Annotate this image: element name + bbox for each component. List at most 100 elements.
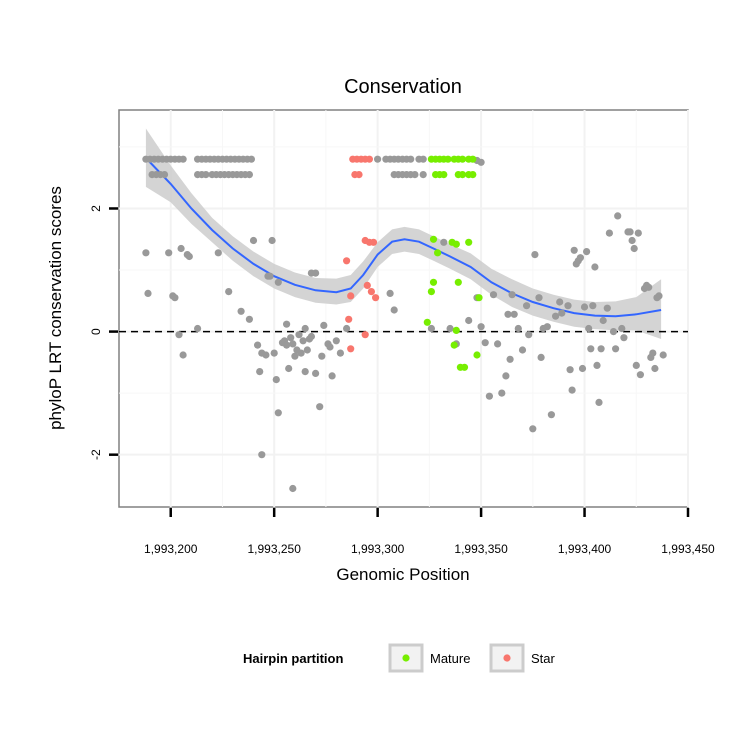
point-other bbox=[343, 324, 351, 333]
point-other bbox=[179, 155, 187, 163]
point-other bbox=[427, 324, 435, 333]
point-other bbox=[477, 158, 485, 166]
point-other bbox=[498, 389, 506, 397]
point-other bbox=[525, 331, 533, 339]
point-other bbox=[591, 263, 599, 271]
point-mature bbox=[452, 326, 460, 334]
point-other bbox=[576, 254, 585, 262]
point-other bbox=[535, 294, 543, 302]
chart-title: Conservation bbox=[344, 76, 462, 98]
point-star bbox=[363, 281, 371, 289]
confidence-ribbon-layer bbox=[145, 128, 662, 339]
point-other bbox=[272, 376, 280, 384]
point-other bbox=[529, 425, 537, 433]
point-other bbox=[508, 291, 516, 299]
point-mature bbox=[434, 249, 442, 257]
point-other bbox=[477, 323, 485, 331]
point-other bbox=[390, 306, 398, 314]
point-other bbox=[312, 269, 320, 277]
x-tick-label: 1,993,450 bbox=[661, 542, 715, 556]
point-star bbox=[365, 155, 373, 163]
point-mature bbox=[440, 171, 448, 179]
point-other bbox=[502, 372, 510, 380]
point-other bbox=[160, 171, 169, 179]
point-other bbox=[595, 398, 603, 406]
point-other bbox=[289, 484, 297, 493]
point-other bbox=[605, 229, 614, 237]
x-tick-label: 1,993,250 bbox=[247, 542, 301, 556]
point-other bbox=[411, 171, 419, 179]
point-other bbox=[144, 289, 152, 297]
point-other bbox=[419, 171, 427, 179]
y-axis: -2 0 2 bbox=[89, 205, 118, 460]
point-other bbox=[612, 345, 620, 353]
point-other bbox=[626, 228, 634, 236]
point-mature bbox=[473, 351, 481, 359]
point-other bbox=[543, 323, 551, 331]
point-other bbox=[485, 392, 493, 400]
point-mature bbox=[452, 240, 460, 248]
point-mature bbox=[469, 171, 477, 179]
point-mature bbox=[458, 155, 467, 163]
point-other bbox=[332, 337, 340, 345]
point-other bbox=[185, 252, 193, 261]
point-other bbox=[587, 345, 595, 353]
point-other bbox=[580, 303, 589, 311]
point-other bbox=[537, 353, 545, 361]
x-tick-label: 1,993,200 bbox=[144, 542, 198, 556]
point-mature bbox=[444, 155, 452, 163]
y-axis-title: phyloP LRT conservation scores bbox=[46, 186, 65, 430]
point-other bbox=[303, 346, 311, 354]
y-tick-label: -2 bbox=[89, 449, 103, 460]
point-other bbox=[179, 351, 187, 359]
point-other bbox=[649, 349, 657, 357]
point-other bbox=[245, 315, 253, 323]
point-other bbox=[564, 302, 572, 310]
point-star bbox=[343, 257, 351, 265]
point-other bbox=[489, 291, 498, 299]
point-other bbox=[320, 321, 328, 329]
point-other bbox=[256, 368, 264, 376]
legend-title: Hairpin partition bbox=[243, 651, 343, 666]
point-other bbox=[285, 364, 293, 373]
point-other bbox=[214, 249, 222, 257]
point-other bbox=[531, 251, 539, 259]
point-other bbox=[299, 337, 307, 345]
point-other bbox=[599, 316, 607, 325]
point-other bbox=[289, 340, 297, 348]
point-other bbox=[578, 364, 587, 373]
point-other bbox=[609, 328, 618, 336]
legend: Hairpin partition Mature Star bbox=[243, 643, 556, 673]
x-axis: 1,993,200 1,993,250 1,993,300 1,993,350 1,99… bbox=[144, 508, 715, 556]
point-star bbox=[345, 315, 353, 323]
point-other bbox=[636, 371, 645, 379]
point-other bbox=[589, 302, 597, 310]
point-mature bbox=[460, 363, 469, 371]
point-other bbox=[566, 366, 574, 374]
scatter-points bbox=[142, 155, 667, 493]
point-mature bbox=[475, 294, 483, 302]
point-other bbox=[287, 334, 295, 342]
point-other bbox=[552, 312, 560, 320]
point-mature bbox=[465, 238, 473, 246]
point-other bbox=[249, 236, 258, 245]
point-other bbox=[597, 345, 605, 353]
point-other bbox=[518, 346, 527, 354]
point-other bbox=[446, 324, 454, 333]
point-star bbox=[355, 171, 363, 179]
point-other bbox=[247, 155, 255, 163]
point-other bbox=[283, 341, 291, 349]
legend-swatch-star bbox=[503, 654, 511, 662]
legend-label-star: Star bbox=[531, 651, 556, 666]
point-other bbox=[645, 283, 653, 291]
point-other bbox=[270, 349, 278, 357]
point-other bbox=[336, 349, 344, 357]
point-other bbox=[659, 351, 667, 359]
point-other bbox=[171, 294, 179, 302]
point-other bbox=[419, 155, 427, 163]
point-other bbox=[568, 386, 576, 394]
point-other bbox=[165, 249, 173, 257]
point-other bbox=[328, 372, 336, 380]
point-other bbox=[386, 289, 394, 297]
point-other bbox=[175, 331, 183, 339]
